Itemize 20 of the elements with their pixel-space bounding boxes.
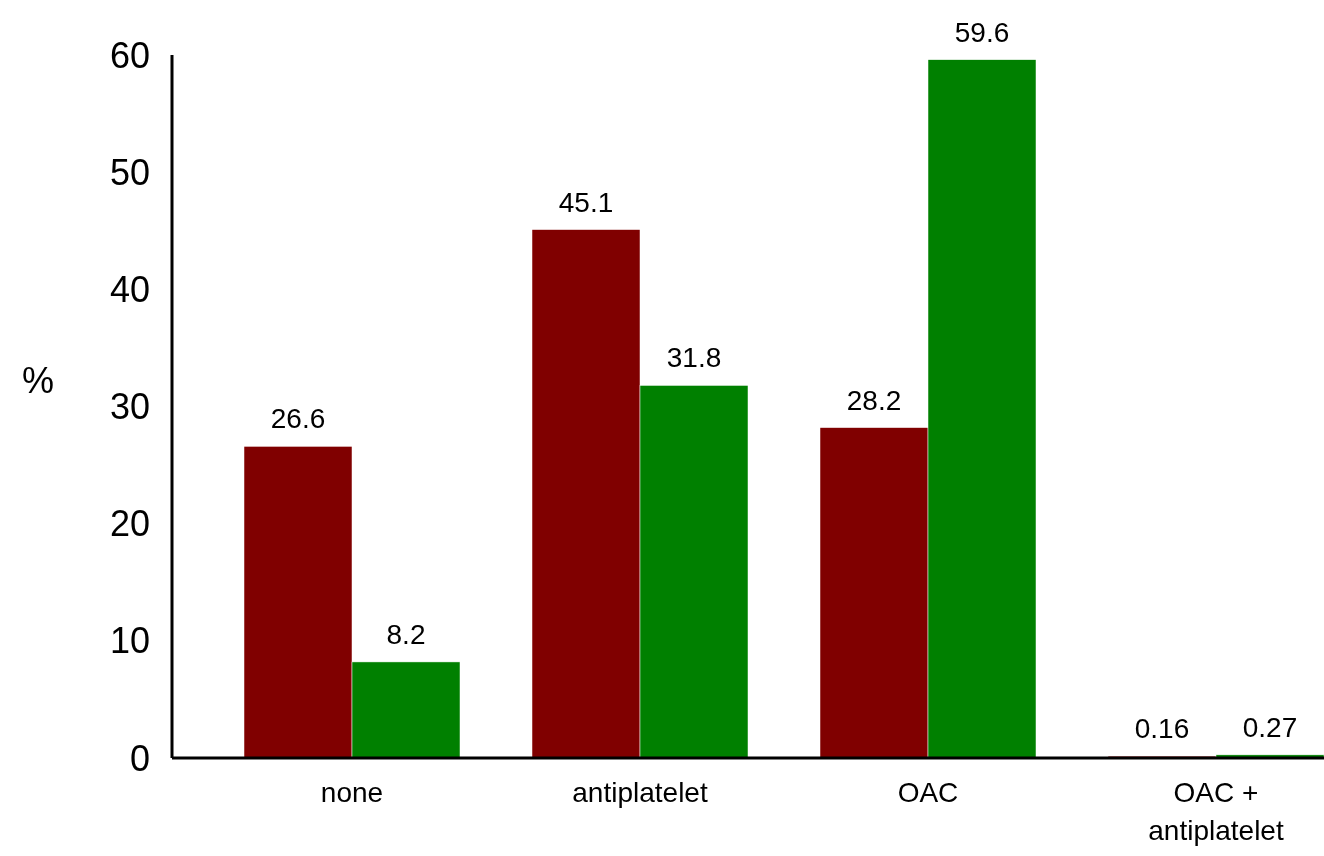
data-label: 26.6 — [270, 403, 326, 435]
y-tick-label: 50 — [109, 151, 150, 193]
y-tick-label: 60 — [109, 34, 150, 76]
y-tick-label: 0 — [129, 737, 150, 779]
x-tick-label: OAC — [897, 777, 959, 808]
data-label: 31.8 — [666, 342, 722, 374]
data-label: 59.6 — [954, 16, 1010, 48]
x-tick-label: antiplatelet — [572, 777, 708, 808]
data-label: 0.27 — [1242, 711, 1298, 743]
x-tick-label: none — [320, 777, 384, 808]
x-tick-label: OAC + antiplatelet — [1148, 777, 1284, 846]
data-label: 0.16 — [1134, 713, 1190, 745]
data-label: 45.1 — [558, 186, 614, 218]
y-tick-label: 10 — [109, 620, 150, 662]
data-label: 28.2 — [846, 384, 902, 416]
y-tick-label: 30 — [109, 386, 150, 428]
y-tick-label: 20 — [109, 503, 150, 545]
y-axis-title: % — [21, 359, 55, 401]
y-tick-label: 40 — [109, 268, 150, 310]
data-label: 8.2 — [386, 618, 426, 650]
